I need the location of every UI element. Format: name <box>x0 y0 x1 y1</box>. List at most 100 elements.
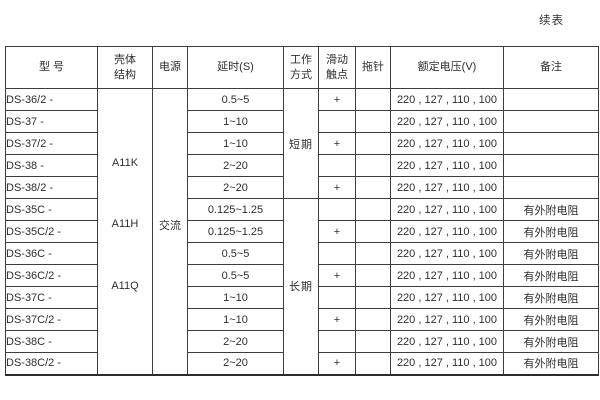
shell-structure-cell: A11K A11H A11Q <box>97 88 153 375</box>
model-cell: DS-36/2 - <box>5 88 98 111</box>
rated-voltage-cell: 220 , 127 , 110 , 100 <box>390 264 504 287</box>
delay-cell: 1~10 <box>187 286 284 309</box>
drag-pin-cell <box>355 198 391 221</box>
sliding-contact-cell: + <box>318 220 356 243</box>
remark-cell: 有外附电阻 <box>503 352 599 375</box>
remark-cell: 有外附电阻 <box>503 330 599 353</box>
drag-pin-cell <box>355 110 391 133</box>
remark-cell <box>503 88 599 111</box>
table-row: DS-37 - 1~10 220 , 127 , 110 , 100 <box>5 110 599 133</box>
rated-voltage-cell: 220 , 127 , 110 , 100 <box>390 308 504 331</box>
remark-cell: 有外附电阻 <box>503 220 599 243</box>
model-cell: DS-37 - <box>5 110 98 133</box>
header-power: 电源 <box>152 46 188 89</box>
header-drag-pin: 拖针 <box>355 46 391 89</box>
remark-cell <box>503 154 599 177</box>
sliding-contact-cell: + <box>318 132 356 155</box>
rated-voltage-cell: 220 , 127 , 110 , 100 <box>390 198 504 221</box>
rated-voltage-cell: 220 , 127 , 110 , 100 <box>390 110 504 133</box>
shell-structure-value: A11K <box>111 157 139 169</box>
model-cell: DS-37C/2 - <box>5 308 98 331</box>
delay-cell: 1~10 <box>187 110 284 133</box>
delay-cell: 2~20 <box>187 176 284 199</box>
rated-voltage-cell: 220 , 127 , 110 , 100 <box>390 88 504 111</box>
delay-cell: 2~20 <box>187 330 284 353</box>
sliding-contact-cell <box>318 330 356 353</box>
rated-voltage-cell: 220 , 127 , 110 , 100 <box>390 242 504 265</box>
sliding-contact-cell: + <box>318 308 356 331</box>
sliding-contact-cell: + <box>318 176 356 199</box>
table-body: DS-36/2 - A11K A11H A11Q 交流 0.5~5 短期 +220 , 127… <box>5 88 599 375</box>
drag-pin-cell <box>355 308 391 331</box>
delay-cell: 2~20 <box>187 154 284 177</box>
table-row: DS-35C/2 - 0.125~1.25 +220 , 127 , 110 , 1… <box>5 220 599 243</box>
drag-pin-cell <box>355 330 391 353</box>
model-cell: DS-36C - <box>5 242 98 265</box>
spec-table: 型 号 壳体 结构 电源 延时(S) 工作 方式 滑动 触点 拖针 额定电压(V… <box>5 46 599 376</box>
delay-cell: 0.5~5 <box>187 264 284 287</box>
rated-voltage-cell: 220 , 127 , 110 , 100 <box>390 176 504 199</box>
header-sliding-contact: 滑动 触点 <box>318 46 356 89</box>
model-cell: DS-38/2 - <box>5 176 98 199</box>
power-value: 交流 <box>159 220 181 232</box>
table-row: DS-35C - 0.125~1.25 长期 220 , 127 , 110 , 10… <box>5 198 599 375</box>
sliding-contact-cell <box>318 110 356 133</box>
model-cell: DS-35C - <box>5 198 98 221</box>
sliding-contact-cell <box>318 154 356 177</box>
shell-structure-value: A11Q <box>111 280 139 292</box>
remark-cell: 有外附电阻 <box>503 264 599 287</box>
delay-cell: 1~10 <box>187 308 284 331</box>
remark-cell <box>503 132 599 155</box>
remark-cell <box>503 110 599 133</box>
sliding-contact-cell: + <box>318 88 356 111</box>
work-mode-cell: 长期 <box>283 198 319 375</box>
delay-cell: 2~20 <box>187 352 284 375</box>
rated-voltage-cell: 220 , 127 , 110 , 100 <box>390 220 504 243</box>
model-cell: DS-37/2 - <box>5 132 98 155</box>
header-delay: 延时(S) <box>187 46 284 89</box>
delay-cell: 0.5~5 <box>187 242 284 265</box>
remark-cell: 有外附电阻 <box>503 198 599 221</box>
rated-voltage-cell: 220 , 127 , 110 , 100 <box>390 132 504 155</box>
table-row: DS-36/2 - A11K A11H A11Q 交流 0.5~5 短期 +220 , 127… <box>5 88 599 375</box>
shell-structure-value: A11H <box>111 218 139 230</box>
work-mode-cell: 短期 <box>283 88 319 199</box>
drag-pin-cell <box>355 220 391 243</box>
delay-cell: 0.5~5 <box>187 88 284 111</box>
drag-pin-cell <box>355 264 391 287</box>
table-row: DS-38C/2 - 2~20 +220 , 127 , 110 , 100 有外附电… <box>5 352 599 375</box>
sliding-contact-cell <box>318 286 356 309</box>
delay-cell: 1~10 <box>187 132 284 155</box>
model-cell: DS-36C/2 - <box>5 264 98 287</box>
rated-voltage-cell: 220 , 127 , 110 , 100 <box>390 352 504 375</box>
table-row: DS-37/2 - 1~10 +220 , 127 , 110 , 100 <box>5 132 599 155</box>
header-model: 型 号 <box>5 46 98 89</box>
rated-voltage-cell: 220 , 127 , 110 , 100 <box>390 286 504 309</box>
model-cell: DS-37C - <box>5 286 98 309</box>
model-cell: DS-38C - <box>5 330 98 353</box>
remark-cell <box>503 176 599 199</box>
model-cell: DS-38 - <box>5 154 98 177</box>
remark-cell: 有外附电阻 <box>503 286 599 309</box>
table-row: DS-38C - 2~20 220 , 127 , 110 , 100 有外附电阻 <box>5 330 599 353</box>
model-cell: DS-35C/2 - <box>5 220 98 243</box>
remark-cell: 有外附电阻 <box>503 242 599 265</box>
drag-pin-cell <box>355 154 391 177</box>
table-header-row: 型 号 壳体 结构 电源 延时(S) 工作 方式 滑动 触点 拖针 额定电压(V… <box>5 46 599 89</box>
rated-voltage-cell: 220 , 127 , 110 , 100 <box>390 330 504 353</box>
drag-pin-cell <box>355 88 391 111</box>
remark-cell: 有外附电阻 <box>503 308 599 331</box>
header-rated-voltage: 额定电压(V) <box>390 46 504 89</box>
drag-pin-cell <box>355 242 391 265</box>
model-cell: DS-38C/2 - <box>5 352 98 375</box>
header-remarks: 备注 <box>503 46 599 89</box>
delay-cell: 0.125~1.25 <box>187 198 284 221</box>
sliding-contact-cell: + <box>318 352 356 375</box>
header-shell-structure: 壳体 结构 <box>97 46 153 89</box>
table-row: DS-38 - 2~20 220 , 127 , 110 , 100 <box>5 154 599 177</box>
delay-cell: 0.125~1.25 <box>187 220 284 243</box>
drag-pin-cell <box>355 176 391 199</box>
continued-table-label: 续表 <box>539 15 564 27</box>
drag-pin-cell <box>355 352 391 375</box>
sliding-contact-cell <box>318 242 356 265</box>
